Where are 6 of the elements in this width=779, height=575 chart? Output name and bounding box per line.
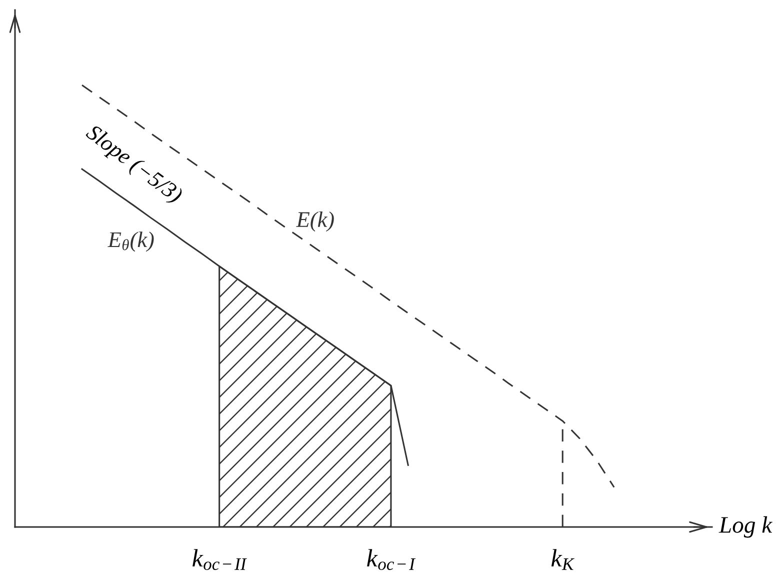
- x-tick-label: k$_{oc−II}$: [192, 549, 247, 570]
- x-tick-label: k$_{K}$: [551, 549, 574, 570]
- x-axis-title: Log k: [718, 516, 772, 538]
- series-label: E$_{θ}$(k): [108, 232, 154, 252]
- x-tick-label: k$_{oc−I}$: [367, 549, 416, 570]
- series-label: E(k): [296, 211, 334, 232]
